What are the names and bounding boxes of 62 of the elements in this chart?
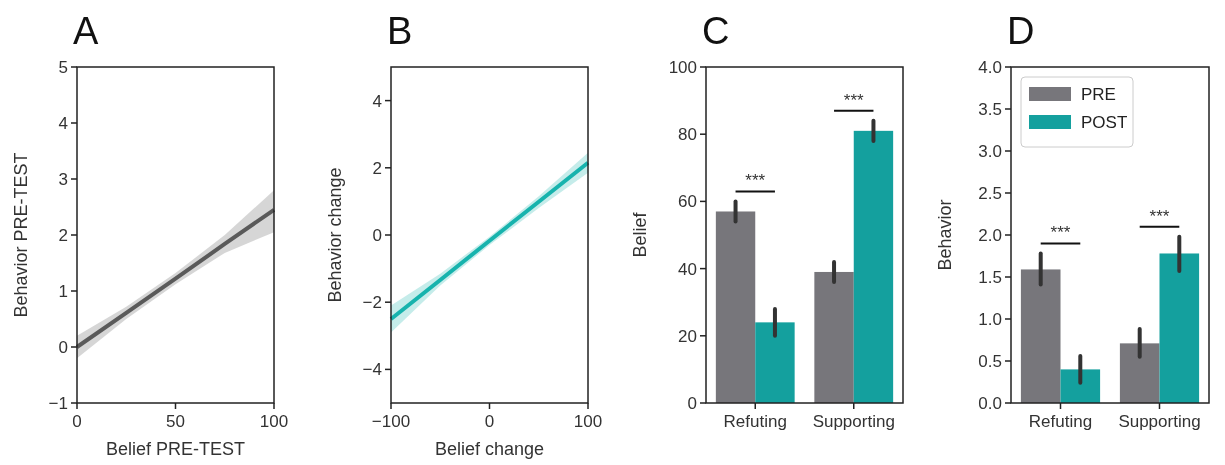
y-tick-label: 2.0 [978, 225, 1002, 245]
y-tick-label: 3.0 [978, 141, 1002, 161]
x-tick-label: 0 [72, 412, 82, 431]
y-tick-label: 60 [678, 192, 697, 212]
y-tick-label: 100 [668, 57, 697, 77]
y-tick-label: 20 [678, 326, 697, 346]
x-tick-label: 50 [166, 412, 185, 431]
bar [715, 211, 756, 403]
x-tick-label: Refuting [1028, 412, 1093, 431]
annotation: *** [843, 90, 865, 110]
y-tick-label: 0 [372, 225, 382, 245]
x-tick-label: Refuting [723, 412, 787, 431]
y-tick-label: −2 [362, 293, 382, 313]
bar [1060, 369, 1101, 403]
y-tick-label: −1 [48, 393, 68, 413]
y-tick-label: 5 [58, 57, 68, 77]
x-tick-label: Supporting [1118, 412, 1201, 431]
y-tick-label: −4 [362, 360, 382, 380]
bar [755, 322, 795, 403]
y-tick-label: 2.5 [978, 183, 1002, 203]
y-axis-title: Behavior change [325, 167, 345, 303]
y-tick-label: 3.5 [978, 99, 1002, 119]
y-axis-title: Belief [630, 211, 650, 258]
x-axis-title: Belief change [434, 439, 545, 459]
y-tick-label: 3 [58, 169, 68, 189]
bar [1159, 253, 1200, 403]
line-series [75, 207, 276, 349]
chart-title: A [73, 10, 99, 52]
bar [853, 130, 894, 403]
x-axis-title: Belief PRE-TEST [105, 439, 246, 459]
bar [1119, 343, 1160, 403]
y-tick-label: 0.5 [978, 351, 1002, 371]
chart-title: B [387, 10, 413, 52]
legend-label: POST [1081, 112, 1128, 132]
y-tick-label: 0.0 [978, 393, 1002, 413]
x-tick-label: −100 [371, 412, 411, 431]
y-tick-label: 2 [372, 158, 382, 178]
annotation: *** [745, 171, 766, 191]
x-tick-label: 100 [259, 412, 289, 431]
annotation: *** [1050, 223, 1071, 243]
x-tick-label: Supporting [812, 412, 895, 431]
chart-title: D [1007, 10, 1035, 52]
y-tick-label: 2 [58, 225, 68, 245]
y-tick-label: 1.5 [978, 267, 1002, 287]
bar [814, 271, 854, 403]
x-tick-label: 0 [484, 412, 495, 431]
y-tick-label: 1.0 [978, 309, 1002, 329]
y-axis-title: Behavior PRE-TEST [11, 152, 31, 318]
y-tick-label: 80 [678, 125, 697, 145]
x-tick-label: 100 [573, 412, 603, 431]
bar [1020, 269, 1061, 403]
y-axis-title: Behavior [935, 199, 955, 271]
annotation: *** [1149, 206, 1170, 226]
legend-label: PRE [1081, 84, 1116, 104]
y-tick-label: 4.0 [978, 57, 1002, 77]
y-tick-label: 4 [58, 113, 68, 133]
y-tick-label: 0 [58, 337, 68, 357]
chart-title: C [702, 10, 730, 52]
y-tick-label: 1 [58, 281, 68, 301]
y-tick-label: 0 [687, 393, 697, 413]
y-tick-label: 40 [678, 259, 697, 279]
y-tick-label: 4 [372, 91, 382, 111]
